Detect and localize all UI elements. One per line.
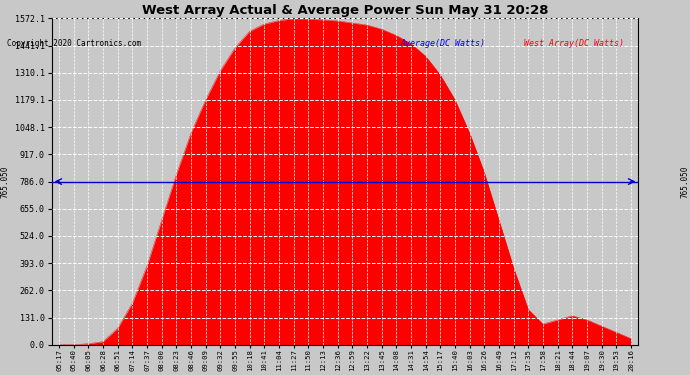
Text: 765.050: 765.050	[1, 165, 10, 198]
Text: 765.050: 765.050	[680, 165, 689, 198]
Text: Copyright 2020 Cartronics.com: Copyright 2020 Cartronics.com	[7, 39, 141, 48]
Title: West Array Actual & Average Power Sun May 31 20:28: West Array Actual & Average Power Sun Ma…	[141, 4, 549, 17]
Text: Average(DC Watts): Average(DC Watts)	[400, 39, 485, 48]
Text: West Array(DC Watts): West Array(DC Watts)	[524, 39, 624, 48]
